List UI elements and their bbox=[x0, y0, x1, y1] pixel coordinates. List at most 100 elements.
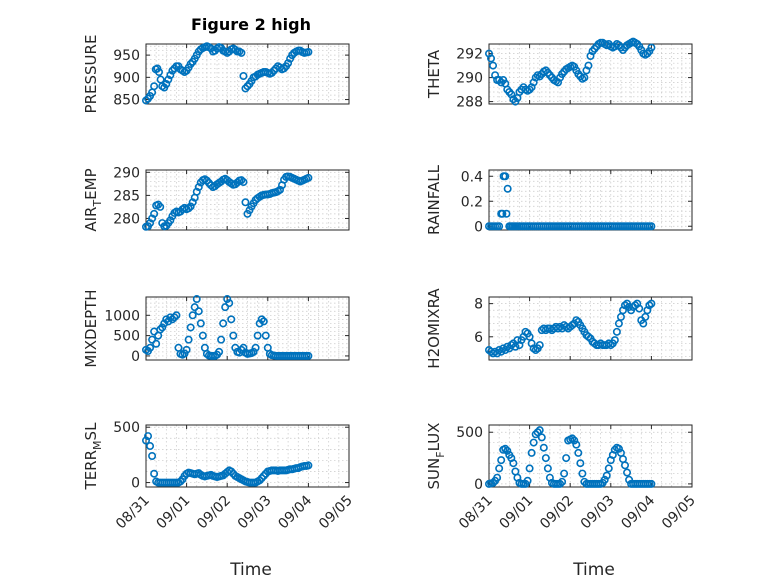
sun-flux-point bbox=[602, 471, 611, 480]
sun-flux-point bbox=[558, 477, 567, 486]
theta-point bbox=[580, 73, 589, 82]
air-temp-ytick-label: 290 bbox=[113, 165, 140, 181]
air-temp-point bbox=[241, 198, 250, 207]
x-axis-label-right: Time bbox=[572, 560, 615, 580]
x-axis-label-left: Time bbox=[229, 560, 272, 580]
mixdepth-point bbox=[192, 295, 201, 304]
sun-flux-xtick-label: 08/31 bbox=[456, 493, 496, 533]
mixdepth-point bbox=[261, 331, 270, 340]
terr-msl-point bbox=[144, 432, 153, 441]
mixdepth-point bbox=[257, 315, 266, 324]
rainfall-point bbox=[503, 184, 512, 193]
mixdepth-point bbox=[156, 325, 165, 334]
mixdepth-point bbox=[249, 347, 258, 356]
mixdepth-point bbox=[158, 323, 167, 332]
sun-flux-point bbox=[537, 433, 546, 442]
rainfall-ylabel-main: RAINFALL bbox=[425, 164, 443, 235]
h2omixra-ytick-label: 6 bbox=[474, 330, 483, 346]
sun-flux-point bbox=[604, 464, 613, 473]
pressure-point bbox=[154, 68, 163, 77]
pressure-point bbox=[142, 96, 151, 105]
mixdepth-point bbox=[160, 319, 169, 328]
terr-msl-ylabel-rest: SL bbox=[82, 422, 100, 441]
mixdepth-point bbox=[184, 335, 193, 344]
terr-msl-ylabel-sub: M bbox=[91, 440, 104, 450]
pressure-point bbox=[284, 59, 293, 68]
air-temp-ylabel-rest: EMP bbox=[82, 168, 100, 199]
air-temp-point bbox=[186, 202, 195, 211]
pressure-ylabel: PRESSURE bbox=[82, 35, 100, 114]
sun-flux-xtick-label: 09/04 bbox=[618, 492, 658, 532]
air-temp-point bbox=[148, 214, 157, 223]
terr-msl-point bbox=[146, 442, 155, 451]
theta-ytick-label: 288 bbox=[456, 95, 483, 111]
theta-ylabel: THETA bbox=[425, 49, 443, 99]
pressure-point bbox=[150, 82, 159, 91]
subplot-h2omixra: 6 8 H2OMIXRA bbox=[425, 288, 693, 369]
air-temp-point bbox=[166, 216, 175, 225]
sun-flux-point bbox=[509, 459, 518, 468]
pressure-point bbox=[239, 72, 248, 81]
mixdepth-point bbox=[251, 343, 260, 352]
air-temp-ylabel-main: AIR bbox=[82, 207, 100, 232]
rainfall-point bbox=[495, 222, 504, 231]
mixdepth-point bbox=[194, 307, 203, 316]
mixdepth-series bbox=[142, 295, 313, 360]
sun-flux-ylabel-sub: F bbox=[434, 451, 447, 457]
terr-msl-axes-box bbox=[145, 424, 350, 488]
rainfall-point bbox=[501, 172, 510, 181]
sun-flux-point bbox=[531, 430, 540, 439]
terr-msl-xtick-label: 09/04 bbox=[275, 492, 315, 532]
air-temp-point bbox=[237, 176, 246, 185]
mixdepth-point bbox=[219, 319, 228, 328]
mixdepth-point bbox=[229, 331, 238, 340]
sun-flux-xtick-label: 09/05 bbox=[659, 493, 699, 533]
sun-flux-point bbox=[576, 459, 585, 468]
terr-msl-xtick-label: 09/02 bbox=[194, 493, 234, 533]
sun-flux-xtick-label: 09/03 bbox=[578, 493, 618, 533]
sun-flux-point bbox=[495, 464, 504, 473]
theta-point bbox=[489, 61, 498, 70]
sun-flux-point bbox=[600, 475, 609, 484]
sun-flux-ylabel-rest: LUX bbox=[425, 423, 443, 452]
mixdepth-point bbox=[148, 335, 157, 344]
rainfall-point bbox=[502, 209, 511, 218]
sun-flux-point bbox=[533, 428, 542, 437]
sun-flux-point bbox=[574, 448, 583, 457]
sun-flux-point bbox=[535, 426, 544, 435]
terr-msl-xtick-label: 09/03 bbox=[235, 493, 275, 533]
h2omixra-point bbox=[535, 341, 544, 350]
rainfall-ytick-label: 0 bbox=[474, 219, 483, 235]
sun-flux-point bbox=[562, 454, 571, 463]
theta-ytick-label: 290 bbox=[456, 71, 483, 87]
h2omixra-axes-box bbox=[488, 296, 693, 361]
h2omixra-ylabel: H2OMIXRA bbox=[425, 288, 443, 369]
subplot-theta: 288 290 292 THETA bbox=[425, 37, 693, 111]
sun-flux-point bbox=[610, 445, 619, 454]
mixdepth-point bbox=[172, 311, 181, 320]
sun-flux-point bbox=[493, 473, 502, 482]
theta-axes-box bbox=[488, 43, 693, 105]
mixdepth-point bbox=[182, 345, 191, 354]
air-temp-point bbox=[192, 187, 201, 196]
sun-flux-point bbox=[527, 448, 536, 457]
theta-point bbox=[584, 61, 593, 70]
sun-flux-point bbox=[578, 469, 587, 478]
sun-flux-ytick-label: 500 bbox=[456, 425, 483, 441]
air-temp-point bbox=[146, 219, 155, 228]
mixdepth-point bbox=[253, 331, 262, 340]
sun-flux-point bbox=[621, 461, 630, 470]
mixdepth-point bbox=[225, 299, 234, 308]
air-temp-point bbox=[275, 185, 284, 194]
pressure-point bbox=[166, 71, 175, 80]
mixdepth-ytick-label: 0 bbox=[131, 349, 140, 365]
sun-flux-point bbox=[497, 456, 506, 465]
rainfall-ytick-label: 0.2 bbox=[461, 194, 483, 210]
mixdepth-point bbox=[186, 323, 195, 332]
air-temp-ylabel-sub: T bbox=[91, 200, 104, 208]
sun-flux-ylabel: SUNFLUX bbox=[425, 423, 447, 490]
air-temp-series bbox=[142, 172, 313, 231]
air-temp-point bbox=[239, 178, 248, 187]
air-temp-point bbox=[194, 183, 203, 192]
